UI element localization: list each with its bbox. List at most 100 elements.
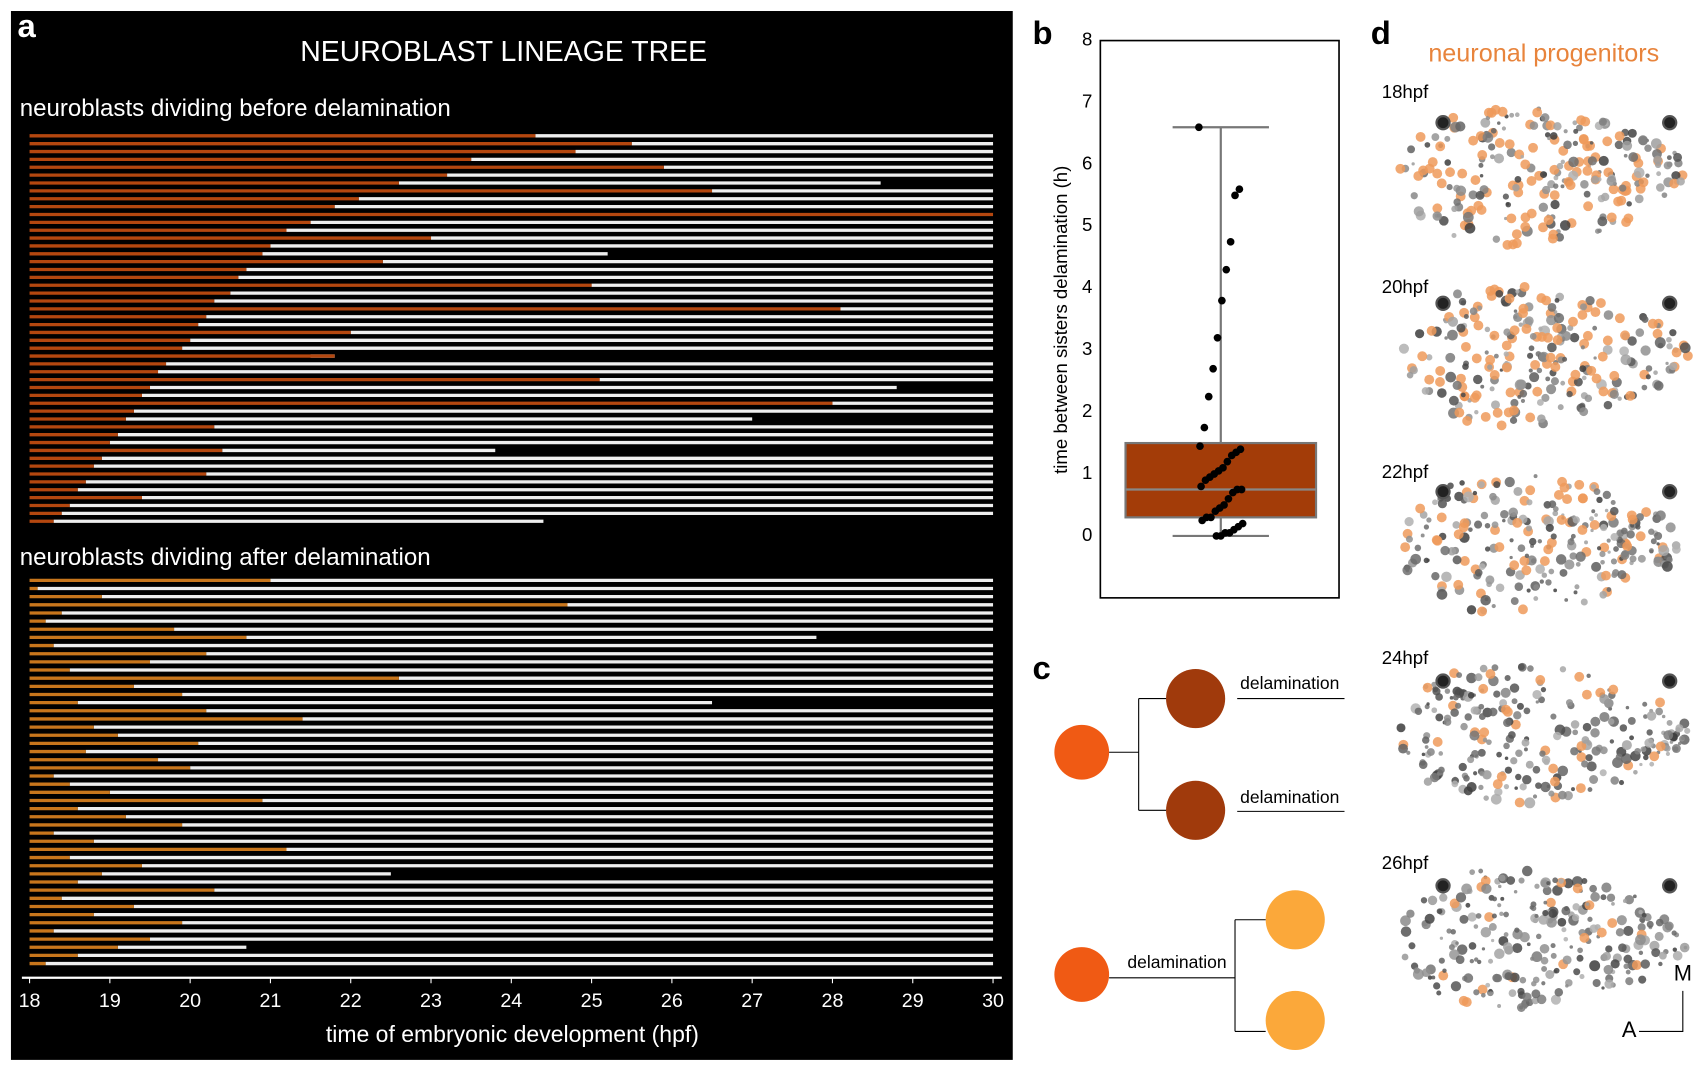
cell-dot (1671, 544, 1681, 554)
cell-dot (1492, 407, 1503, 418)
cell-dot (1521, 324, 1532, 334)
cell-dot (1545, 376, 1551, 382)
cell-dot (1468, 527, 1473, 532)
cell-dot (1438, 957, 1445, 964)
cell-dot (1423, 524, 1430, 530)
cell-dot (1504, 476, 1515, 488)
cell-dot (1545, 897, 1556, 908)
cell-dot (1456, 323, 1466, 333)
cell-dot (1576, 954, 1584, 962)
cell-dot (1406, 909, 1415, 918)
cell-dot (1607, 918, 1618, 928)
cell-dot (1577, 947, 1583, 954)
cell-dot (1447, 546, 1457, 556)
cell-dot (1610, 558, 1618, 565)
cell-dot (1513, 309, 1518, 313)
cell-dot (1460, 392, 1466, 398)
cell-dot (1514, 379, 1526, 391)
cell-dot (1537, 539, 1543, 544)
cell-dot (1638, 909, 1643, 915)
cell-dot (1413, 171, 1424, 181)
cell-dot (1450, 981, 1462, 992)
cell-dot (1435, 377, 1445, 387)
cell-dot (1441, 571, 1452, 583)
cell-dot (1452, 694, 1459, 701)
cell-dot (1459, 480, 1465, 486)
point (1224, 494, 1233, 503)
x-tick-label: 25 (581, 990, 603, 1012)
timepoint-label: 24hpf (1382, 647, 1429, 668)
cell-dot (1488, 991, 1494, 997)
cell-dot (1606, 538, 1611, 543)
cell-dot (1591, 746, 1601, 756)
cell-dot (1482, 131, 1494, 143)
cell-dot (1518, 604, 1528, 615)
cell-dot (1655, 918, 1664, 927)
cell-dot (1471, 750, 1479, 758)
cell-dot (1673, 152, 1683, 162)
panel-label: d (1371, 14, 1391, 51)
cell-dot (1622, 541, 1633, 552)
cell-dot (1664, 921, 1674, 931)
cell-dot (1523, 1004, 1528, 1009)
cell-dot (1564, 905, 1570, 911)
cell-dot (1618, 780, 1625, 786)
cell-dot (1540, 877, 1551, 889)
cell-dot (1579, 365, 1587, 373)
cell-dot (1575, 783, 1586, 794)
cell-dot (1553, 490, 1564, 500)
cell-dot (1398, 743, 1409, 754)
marked-cell (1662, 483, 1678, 500)
cell-dot (1654, 531, 1663, 541)
cell-dot (1541, 965, 1548, 972)
cell-dot (1465, 902, 1471, 908)
cell-dot (1484, 546, 1491, 552)
cell-dot (1478, 481, 1485, 489)
cell-dot (1561, 331, 1572, 341)
cell-dot (1462, 363, 1469, 370)
cell-dot (1475, 190, 1485, 200)
cell-dot (1666, 155, 1672, 161)
cell-dot (1602, 951, 1611, 961)
cell-dot (1504, 972, 1513, 981)
cell-dot (1488, 923, 1497, 931)
cell-dot (1546, 916, 1557, 928)
point (1196, 442, 1204, 450)
cell-dot (1608, 684, 1619, 695)
cell-dot (1411, 162, 1415, 166)
cell-dot (1458, 522, 1469, 533)
cell-dot (1649, 751, 1660, 762)
cell-dot (1669, 329, 1677, 337)
cell-dot (1521, 865, 1533, 877)
cell-dot (1426, 748, 1435, 756)
cell-dot (1413, 967, 1421, 974)
cell-dot (1438, 215, 1449, 226)
cell-dot (1558, 878, 1564, 884)
cell-dot (1462, 416, 1473, 426)
cell-dot (1578, 134, 1589, 145)
cell-dot (1502, 193, 1509, 200)
cell-dot (1479, 727, 1490, 738)
point (1226, 237, 1235, 246)
cell-dot (1577, 525, 1588, 535)
cell-dot (1435, 141, 1446, 152)
cell-dot (1589, 960, 1601, 972)
cell-dot (1458, 762, 1467, 772)
cell-dot (1503, 328, 1511, 336)
cell-dot (1460, 341, 1471, 352)
cell-dot (1506, 147, 1516, 158)
cell-dot (1546, 314, 1557, 326)
cell-dot (1432, 535, 1443, 546)
cell-dot (1519, 281, 1530, 292)
x-tick-label: 21 (259, 990, 281, 1012)
cell-dot (1519, 783, 1527, 791)
cell-dot (1518, 322, 1523, 327)
panel-label: b (1032, 14, 1052, 51)
cell-dot (1512, 183, 1520, 192)
cell-dot (1461, 883, 1472, 895)
cell-dot (1598, 117, 1607, 126)
cell-dot (1579, 932, 1590, 943)
x-tick-label: 30 (982, 990, 1004, 1012)
cell-dot (1593, 488, 1601, 496)
cell-dot (1467, 756, 1475, 764)
